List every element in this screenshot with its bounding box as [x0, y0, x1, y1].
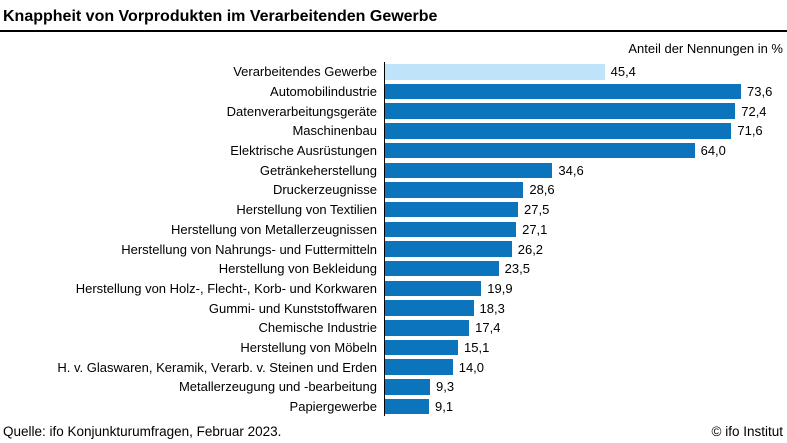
plot-area: 27,5	[384, 199, 787, 220]
chart-row: Gummi- und Kunststoffwaren 18,3	[0, 298, 787, 318]
category-label: Getränkeherstellung	[259, 162, 377, 178]
category-label: Herstellung von Holz-, Flecht-, Korb- un…	[75, 280, 377, 296]
bar	[385, 260, 499, 277]
bar	[385, 201, 519, 218]
plot-area: 9,3	[384, 377, 787, 397]
value-label: 15,1	[464, 339, 490, 355]
bar	[385, 142, 695, 159]
plot-area: 64,0	[384, 140, 787, 161]
bar	[385, 280, 482, 297]
category-label: Papiergewerbe	[289, 399, 377, 415]
bar	[385, 123, 732, 139]
category-label: Elektrische Ausrüstungen	[230, 143, 377, 159]
category-label: Maschinenbau	[292, 123, 377, 139]
bar	[385, 241, 512, 257]
category-label: Automobilindustrie	[270, 84, 377, 100]
title-divider	[0, 30, 787, 32]
plot-area: 18,3	[384, 298, 787, 318]
chart-row: Herstellung von Bekleidung 23,5	[0, 258, 787, 279]
value-label: 64,0	[700, 143, 726, 159]
chart-row: H. v. Glaswaren, Keramik, Verarb. v. Ste…	[0, 357, 787, 377]
chart-row: Elektrische Ausrüstungen 64,0	[0, 140, 787, 161]
chart-row: Maschinenbau 71,6	[0, 121, 787, 141]
chart-row: Datenverarbeitungsgeräte 72,4	[0, 101, 787, 122]
bar	[385, 320, 470, 336]
plot-area: 45,4	[384, 62, 787, 82]
value-label: 71,6	[737, 123, 763, 139]
chart-row: Metallerzeugung und -bearbeitung 9,3	[0, 377, 787, 397]
value-label: 73,6	[747, 84, 773, 100]
plot-area: 14,0	[384, 357, 787, 377]
category-label: Herstellung von Möbeln	[240, 339, 377, 355]
value-label: 28,6	[529, 182, 555, 198]
chart-row: Chemische Industrie 17,4	[0, 317, 787, 338]
plot-area: 19,9	[384, 278, 787, 299]
value-label: 34,6	[558, 162, 584, 178]
bar	[385, 103, 736, 119]
chart-row: Automobilindustrie 73,6	[0, 81, 787, 102]
category-label: Metallerzeugung und -bearbeitung	[178, 379, 377, 395]
bar	[385, 83, 742, 100]
category-label: Herstellung von Metallerzeugnissen	[171, 221, 377, 237]
category-label: Verarbeitendes Gewerbe	[233, 64, 377, 80]
value-label: 45,4	[610, 64, 636, 80]
bar	[385, 398, 430, 415]
bar	[385, 162, 553, 179]
plot-area: 23,5	[384, 258, 787, 279]
category-label: Herstellung von Textilien	[236, 202, 377, 218]
value-label: 9,3	[435, 379, 455, 395]
value-label: 72,4	[741, 103, 767, 119]
value-label: 14,0	[458, 359, 485, 375]
bar	[385, 379, 430, 395]
source-note: Quelle: ifo Konjunkturumfragen, Februar …	[3, 424, 282, 439]
chart-row: Getränkeherstellung 34,6	[0, 160, 787, 181]
bar	[385, 300, 474, 316]
category-label: Gummi- und Kunststoffwaren	[208, 300, 377, 316]
footer: Quelle: ifo Konjunkturumfragen, Februar …	[0, 424, 787, 439]
plot-area: 72,4	[384, 101, 787, 122]
category-label: Datenverarbeitungsgeräte	[226, 103, 377, 119]
value-label: 23,5	[504, 261, 530, 277]
plot-area: 26,2	[384, 239, 787, 259]
bar	[385, 64, 605, 80]
plot-area: 15,1	[384, 337, 787, 358]
category-label: Herstellung von Nahrungs- und Futtermitt…	[121, 241, 377, 257]
plot-area: 17,4	[384, 317, 787, 338]
category-label: Chemische Industrie	[258, 320, 378, 336]
value-label: 17,4	[475, 320, 501, 336]
chart-row: Herstellung von Textilien 27,5	[0, 199, 787, 220]
chart-row: Herstellung von Möbeln 15,1	[0, 337, 787, 358]
axis-unit-label: Anteil der Nennungen in %	[628, 41, 783, 56]
category-label: Herstellung von Bekleidung	[218, 261, 377, 277]
bar	[385, 339, 459, 356]
bar-chart: Verarbeitendes Gewerbe 45,4 Automobilindus…	[0, 62, 787, 417]
value-label: 27,1	[522, 221, 548, 237]
plot-area: 28,6	[384, 180, 787, 200]
bar	[385, 221, 517, 238]
plot-area: 73,6	[384, 81, 787, 102]
chart-row: Herstellung von Metallerzeugnissen 27,1	[0, 219, 787, 240]
plot-area: 71,6	[384, 121, 787, 141]
category-label: Druckerzeugnisse	[272, 182, 377, 198]
plot-area: 27,1	[384, 219, 787, 240]
value-label: 19,9	[487, 280, 513, 296]
chart-row: Druckerzeugnisse 28,6	[0, 180, 787, 200]
chart-row: Verarbeitendes Gewerbe 45,4	[0, 62, 787, 82]
copyright-note: © ifo Institut	[711, 424, 783, 439]
value-label: 27,5	[524, 202, 550, 218]
category-label: H. v. Glaswaren, Keramik, Verarb. v. Ste…	[57, 359, 377, 375]
chart-row: Papiergewerbe 9,1	[0, 396, 787, 417]
value-label: 26,2	[517, 241, 544, 257]
chart-row: Herstellung von Nahrungs- und Futtermitt…	[0, 239, 787, 259]
bar	[385, 359, 453, 375]
value-label: 9,1	[435, 399, 454, 415]
page-title: Knappheit von Vorprodukten im Verarbeite…	[3, 8, 438, 25]
plot-area: 9,1	[384, 396, 787, 417]
bar	[385, 182, 524, 198]
value-label: 18,3	[479, 300, 505, 316]
chart-row: Herstellung von Holz-, Flecht-, Korb- un…	[0, 278, 787, 299]
plot-area: 34,6	[384, 160, 787, 181]
